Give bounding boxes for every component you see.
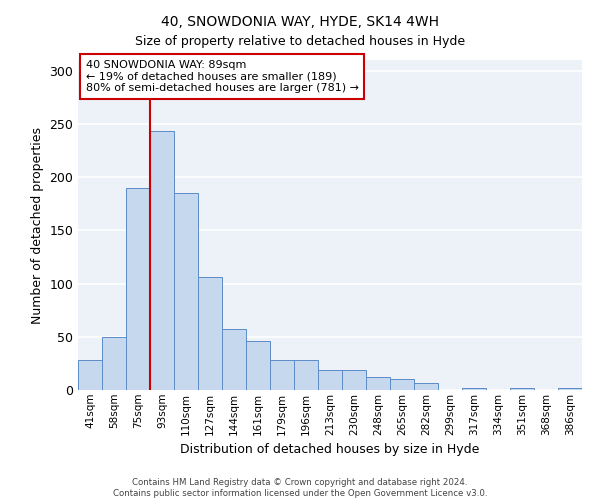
- Bar: [103, 337, 125, 390]
- Bar: [511, 388, 533, 390]
- Bar: [367, 377, 389, 390]
- Text: Size of property relative to detached houses in Hyde: Size of property relative to detached ho…: [135, 35, 465, 48]
- Bar: [463, 388, 485, 390]
- Text: 40 SNOWDONIA WAY: 89sqm
← 19% of detached houses are smaller (189)
80% of semi-d: 40 SNOWDONIA WAY: 89sqm ← 19% of detache…: [86, 60, 359, 93]
- Bar: [343, 370, 365, 390]
- Bar: [559, 388, 581, 390]
- Bar: [151, 132, 173, 390]
- Text: 40, SNOWDONIA WAY, HYDE, SK14 4WH: 40, SNOWDONIA WAY, HYDE, SK14 4WH: [161, 15, 439, 29]
- Bar: [271, 360, 293, 390]
- Bar: [175, 193, 197, 390]
- X-axis label: Distribution of detached houses by size in Hyde: Distribution of detached houses by size …: [181, 443, 479, 456]
- Bar: [391, 380, 413, 390]
- Bar: [127, 188, 149, 390]
- Bar: [199, 277, 221, 390]
- Text: Contains HM Land Registry data © Crown copyright and database right 2024.
Contai: Contains HM Land Registry data © Crown c…: [113, 478, 487, 498]
- Bar: [79, 360, 101, 390]
- Bar: [247, 341, 269, 390]
- Bar: [319, 370, 341, 390]
- Bar: [295, 360, 317, 390]
- Y-axis label: Number of detached properties: Number of detached properties: [31, 126, 44, 324]
- Bar: [223, 330, 245, 390]
- Bar: [415, 382, 437, 390]
